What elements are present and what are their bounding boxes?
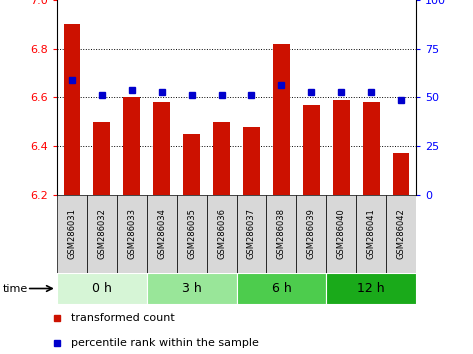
Text: GSM286040: GSM286040	[337, 208, 346, 259]
Text: GSM286033: GSM286033	[127, 208, 136, 259]
Bar	[117, 195, 147, 273]
Text: 6 h: 6 h	[272, 282, 291, 295]
Bar	[213, 122, 230, 195]
Bar	[297, 195, 326, 273]
Text: GSM286032: GSM286032	[97, 208, 106, 259]
Bar	[356, 195, 386, 273]
Bar	[147, 273, 236, 304]
Bar	[87, 195, 117, 273]
Bar	[147, 195, 176, 273]
Text: 12 h: 12 h	[358, 282, 385, 295]
Bar	[243, 126, 260, 195]
Text: GSM286039: GSM286039	[307, 208, 316, 259]
Bar	[57, 273, 147, 304]
Bar	[386, 195, 416, 273]
Bar	[326, 273, 416, 304]
Bar	[326, 195, 356, 273]
Bar	[236, 195, 266, 273]
Text: 3 h: 3 h	[182, 282, 201, 295]
Text: GSM286036: GSM286036	[217, 208, 226, 259]
Bar	[63, 24, 80, 195]
Text: GSM286037: GSM286037	[247, 208, 256, 259]
Text: GSM286035: GSM286035	[187, 208, 196, 259]
Text: GSM286034: GSM286034	[157, 208, 166, 259]
Text: time: time	[2, 284, 27, 293]
Bar	[303, 105, 320, 195]
Text: GSM286038: GSM286038	[277, 208, 286, 259]
Bar	[266, 195, 297, 273]
Bar	[273, 44, 289, 195]
Bar	[123, 97, 140, 195]
Bar	[94, 122, 110, 195]
Bar	[57, 195, 87, 273]
Bar	[236, 273, 326, 304]
Text: GSM286041: GSM286041	[367, 208, 376, 259]
Text: transformed count: transformed count	[71, 313, 175, 323]
Bar	[184, 134, 200, 195]
Bar	[153, 102, 170, 195]
Text: GSM286031: GSM286031	[67, 208, 76, 259]
Bar	[333, 100, 350, 195]
Text: 0 h: 0 h	[92, 282, 112, 295]
Bar	[363, 102, 379, 195]
Text: GSM286042: GSM286042	[397, 208, 406, 259]
Bar	[393, 153, 410, 195]
Bar	[176, 195, 207, 273]
Bar	[207, 195, 236, 273]
Text: percentile rank within the sample: percentile rank within the sample	[71, 338, 259, 348]
